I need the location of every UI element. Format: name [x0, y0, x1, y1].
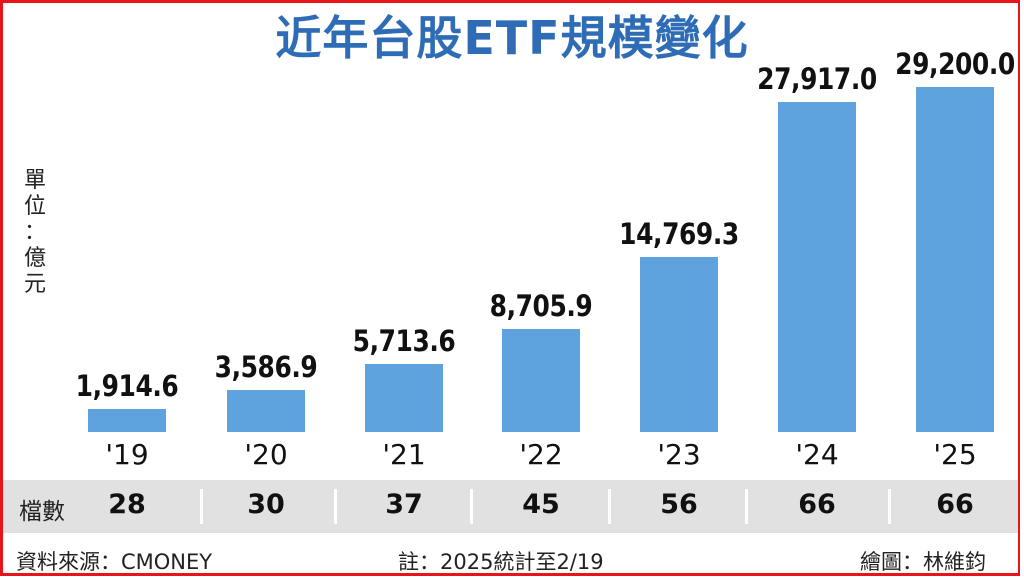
- chart-title: 近年台股ETF規模變化: [275, 11, 749, 65]
- bar-value-label: 1,914.6: [75, 369, 179, 403]
- bar: [227, 390, 305, 432]
- unit-char: 億: [23, 246, 46, 271]
- bar: [365, 364, 443, 432]
- x-axis-label: '19: [105, 438, 149, 471]
- row-divider: [888, 489, 891, 524]
- x-axis-label: '20: [244, 438, 288, 471]
- bar-value-label: 8,705.9: [489, 289, 593, 323]
- fund-count-value: 56: [660, 489, 698, 520]
- row-divider: [470, 489, 473, 524]
- row-divider: [200, 489, 203, 524]
- fund-count-value: 37: [385, 489, 423, 520]
- row-divider: [334, 489, 337, 524]
- plot-area: 1,914.6 '19 3,586.9 '20 5,713.6 '21 8,705.9 '22…: [75, 47, 1016, 471]
- bar-value-label: 27,917.0: [757, 62, 877, 96]
- fund-count-value: 66: [798, 489, 836, 520]
- x-axis-label: '24: [795, 438, 839, 471]
- unit-char: 位: [23, 194, 46, 219]
- fund-count-value: 28: [108, 489, 146, 520]
- bar-value-label: 5,713.6: [352, 324, 456, 358]
- bar-value-label: 29,200.0: [895, 47, 1015, 81]
- bar: [640, 257, 718, 432]
- unit-char: 元: [23, 272, 46, 297]
- fund-count-value: 45: [522, 489, 560, 520]
- x-axis-label: '23: [657, 438, 701, 471]
- row-divider: [745, 489, 748, 524]
- fund-count-label: 檔數: [19, 499, 65, 525]
- row-divider: [608, 489, 611, 524]
- x-axis-label: '25: [933, 438, 977, 471]
- bar: [778, 102, 856, 432]
- date-note: 註：2025統計至2/19: [398, 550, 604, 574]
- source-note: 資料來源：CMONEY: [16, 550, 213, 574]
- fund-count-value: 66: [936, 489, 974, 520]
- unit-label: 單 位 ： 億 元: [20, 168, 50, 298]
- bar: [916, 87, 994, 432]
- bar-value-label: 14,769.3: [619, 217, 739, 251]
- unit-char: 單: [23, 168, 46, 193]
- bar: [502, 329, 580, 432]
- fund-count-value: 30: [247, 489, 285, 520]
- unit-char: ：: [23, 220, 46, 245]
- x-axis-label: '21: [382, 438, 426, 471]
- credit-note: 繪圖：林維鈞: [860, 550, 986, 574]
- x-axis-label: '22: [519, 438, 563, 471]
- bar: [88, 409, 166, 432]
- fund-count-row: 檔數 28 30 37 45 56 66 66: [3, 480, 1018, 533]
- bar-value-label: 3,586.9: [214, 350, 318, 384]
